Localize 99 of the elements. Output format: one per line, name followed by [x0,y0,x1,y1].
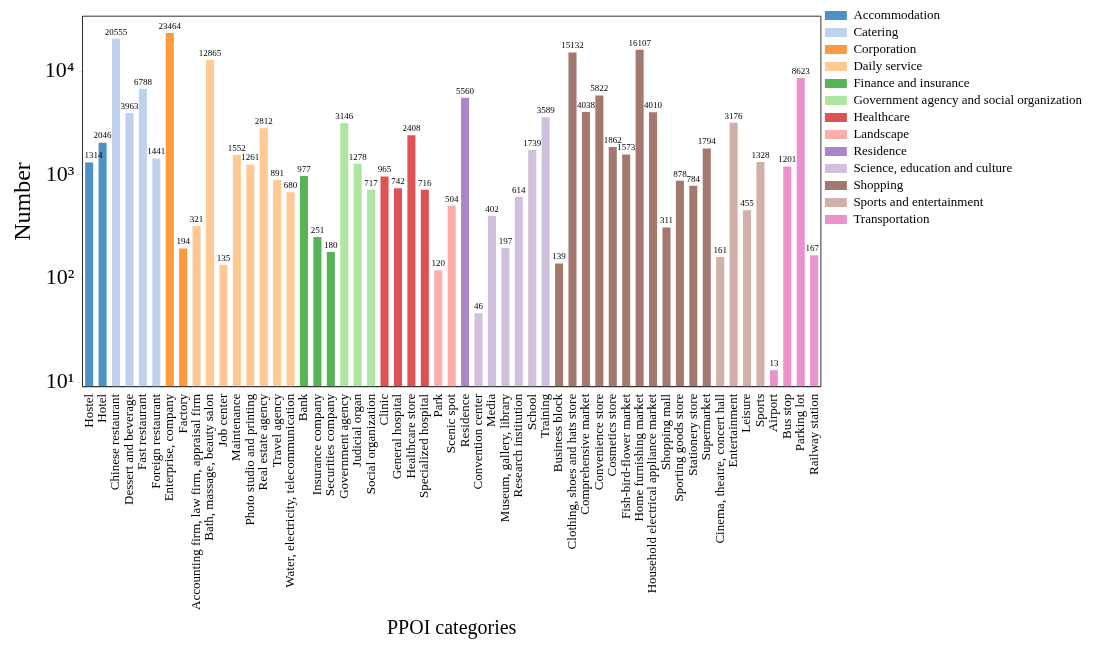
x-tick-label: Home furnishing market [631,393,647,522]
data-label: 3963 [120,100,139,111]
x-tick-label: Clinic [375,393,391,426]
x-tick-label: Training [537,393,553,439]
x-tick-label: General hospital [389,393,405,480]
data-label: 3176 [724,110,744,121]
x-tick-label: Convention center [469,393,485,490]
data-label: 13 [769,358,779,369]
data-label: 2046 [93,130,113,141]
x-tick-label: Hotel [94,393,110,423]
data-label: 139 [552,251,567,262]
data-label: 46 [474,301,484,312]
y-tick-label: 10² [45,264,75,290]
data-label: 717 [364,177,379,188]
legend-label: Landscape [853,125,910,141]
x-tick-label: Hostel [80,393,96,428]
legend-label: Daily service [853,57,923,73]
data-label: 5560 [456,85,475,96]
data-label: 784 [686,173,701,184]
data-label: 251 [310,224,325,235]
legend-label: Shopping [853,176,904,192]
data-label: 2812 [254,116,273,127]
x-tick-label: Chinese restaurant [107,393,123,491]
x-tick-label: Accounting firm, law firm, appraisal firm [188,393,204,611]
x-tick-label: Insurance company [308,393,324,496]
data-label: 504 [444,193,459,204]
legend-label: Finance and insurance [853,74,970,90]
legend-label: Corporation [853,40,917,56]
x-tick-label: School [523,393,539,430]
legend-label: Sports and entertainment [853,193,984,209]
x-tick-label: Museum, gallery, library [496,393,512,523]
x-tick-label: Leisure [738,393,754,433]
data-label: 12865 [198,47,222,58]
data-label: 1552 [227,142,246,153]
x-tick-label: Entertainment [725,393,741,468]
data-label: 194 [176,236,191,247]
legend-label: Government agency and social organization [853,91,1083,107]
legend-label: Accommodation [853,6,941,22]
data-label: 1278 [348,151,368,162]
x-tick-label: Specialized hospital [416,393,432,499]
data-label: 1328 [751,149,770,160]
data-label: 161 [713,244,727,255]
data-label: 20555 [104,26,128,37]
data-label: 742 [391,176,405,187]
legend-label: Residence [853,142,908,158]
y-axis-title: Number [8,162,35,241]
y-tick-label: 10³ [45,160,75,186]
data-label: 3589 [536,105,556,116]
data-label: 321 [189,213,204,224]
data-label: 965 [377,164,392,175]
x-tick-label: Clothing, shoes and hats store [563,393,579,550]
y-tick-label: 10⁴ [44,57,75,83]
data-label: 5822 [590,83,609,94]
legend-label: Healthcare [853,108,910,124]
x-tick-label: Media [483,393,499,427]
data-label: 15132 [561,40,584,51]
data-label: 311 [659,215,674,226]
data-label: 120 [431,258,446,269]
data-label: 878 [673,168,688,179]
data-label: 1794 [697,136,717,147]
data-label: 4010 [644,100,663,111]
data-label: 680 [283,180,298,191]
x-tick-label: Photo studio and printing [241,393,257,526]
data-label: 1201 [778,154,797,165]
data-label: 3146 [335,111,354,122]
data-label: 614 [512,184,527,195]
data-label: 2408 [402,123,421,134]
data-label: 8623 [791,65,811,76]
x-tick-label: Cosmetics store [604,393,620,477]
y-tick-label: 10¹ [45,367,75,393]
data-label: 4038 [576,99,596,110]
data-label: 1441 [147,146,166,157]
data-label: 180 [324,239,339,250]
x-tick-label: Sports [751,393,767,427]
legend-label: Science, education and culture [853,159,1013,175]
data-label: 197 [498,235,513,246]
data-label: 977 [297,163,312,174]
data-label: 6788 [133,76,153,87]
data-label: 402 [485,203,499,214]
x-tick-label: Fish-bird-flower market [617,393,633,520]
data-label: 1573 [617,142,636,153]
x-tick-label: Scenic spot [443,393,459,454]
data-label: 1862 [603,134,622,145]
data-label: 167 [805,243,820,254]
x-tick-label: Foreign restaurant [147,393,163,489]
legend-label: Transportation [853,210,930,226]
data-label: 135 [216,252,231,263]
data-label: 1739 [523,137,542,148]
data-label: 455 [740,198,755,209]
data-label: 1261 [241,152,260,163]
data-label: 16107 [628,37,652,48]
data-label: 716 [418,177,433,188]
x-tick-label: Bank [295,393,311,422]
x-tick-label: Maintenance [228,393,244,461]
x-axis-title: PPOI categories [386,616,517,640]
data-label: 891 [270,167,284,178]
data-label: 23464 [158,20,182,31]
legend-label: Catering [853,23,899,39]
x-tick-label: Dessert and beverage [120,393,136,505]
